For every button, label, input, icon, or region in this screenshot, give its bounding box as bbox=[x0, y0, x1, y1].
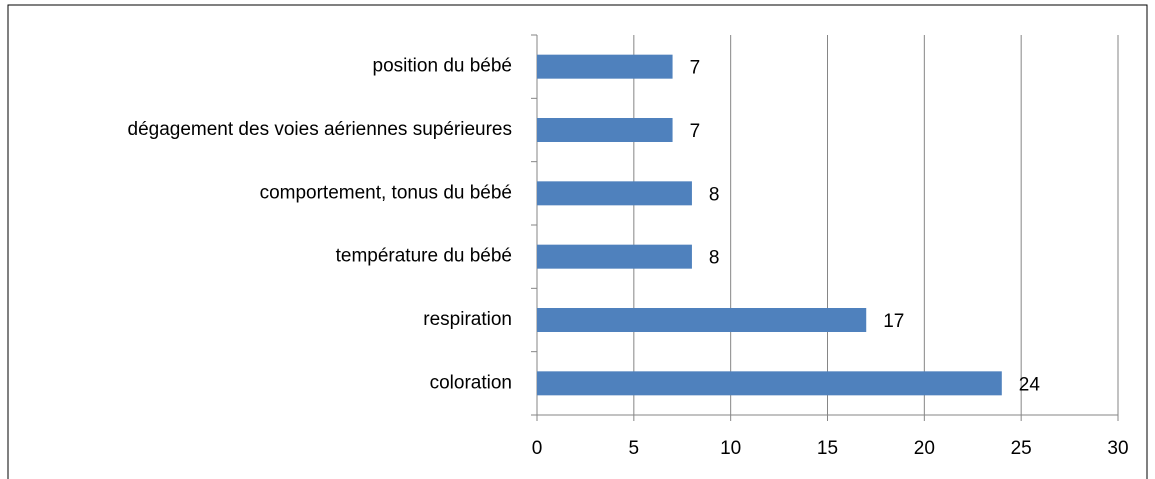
bar bbox=[537, 308, 867, 332]
x-tick-label: 25 bbox=[1011, 438, 1032, 459]
y-tick-label: dégagement des voies aériennes supérieur… bbox=[128, 119, 512, 140]
data-label: 24 bbox=[1019, 374, 1041, 395]
x-tick-label: 30 bbox=[1107, 438, 1128, 459]
x-tick-label: 0 bbox=[532, 438, 543, 459]
y-tick-label: position du bébé bbox=[373, 56, 512, 77]
x-tick-label: 20 bbox=[914, 438, 935, 459]
bar bbox=[537, 371, 1002, 396]
data-label: 8 bbox=[709, 184, 720, 205]
y-tick-label: comportement, tonus du bébé bbox=[260, 182, 512, 203]
y-tick-label: température du bébé bbox=[336, 246, 512, 267]
x-tick-label: 15 bbox=[817, 438, 838, 459]
bar bbox=[537, 244, 692, 269]
data-label: 17 bbox=[883, 311, 904, 332]
data-label: 8 bbox=[709, 248, 720, 269]
chart-border bbox=[7, 4, 1148, 479]
y-tick-label: coloration bbox=[430, 372, 512, 393]
bar bbox=[537, 118, 673, 142]
x-tick-label: 10 bbox=[720, 438, 741, 459]
x-tick-label: 5 bbox=[629, 438, 640, 459]
data-label: 7 bbox=[690, 58, 701, 79]
bar bbox=[537, 54, 673, 79]
data-label: 7 bbox=[690, 121, 701, 142]
y-tick-label: respiration bbox=[423, 309, 512, 330]
bar bbox=[537, 181, 692, 206]
